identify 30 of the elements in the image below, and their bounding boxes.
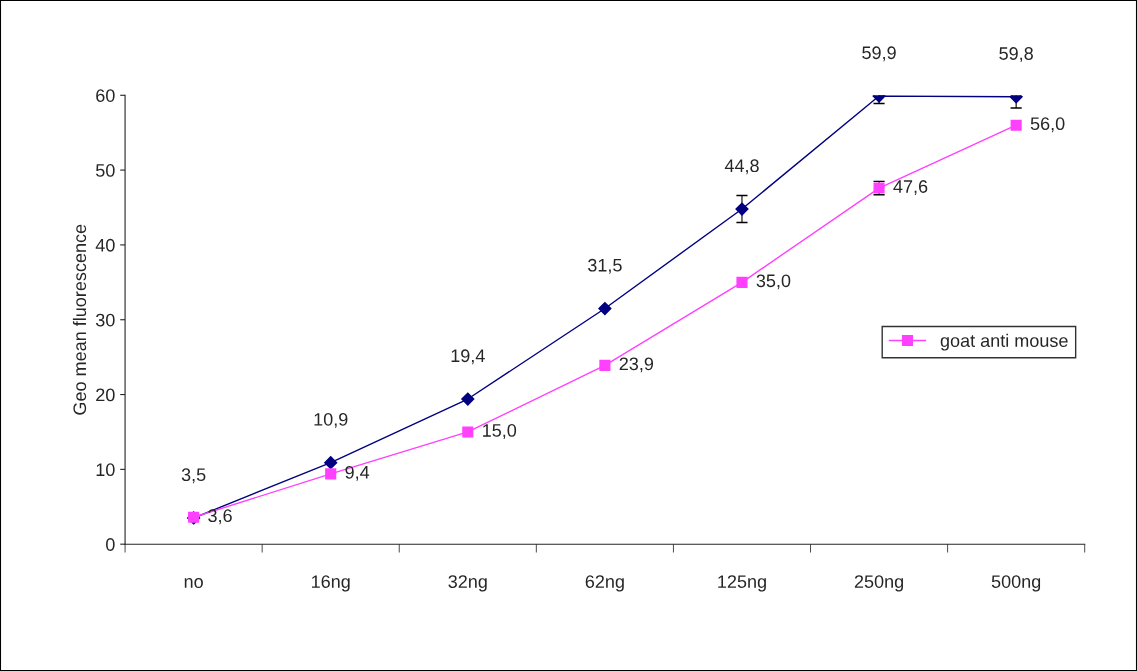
data-label: 56,0 — [1030, 117, 1065, 133]
data-label: 19,4 — [451, 349, 485, 365]
legend-label: goat anti mouse — [940, 333, 1068, 351]
data-label: 23,9 — [619, 357, 654, 373]
x-tick-label: no — [184, 578, 203, 588]
x-tick-label: 125ng — [718, 575, 766, 592]
data-label: 59,8 — [999, 47, 1033, 63]
data-label: 44,8 — [724, 159, 759, 175]
y-tick-label: 50 — [95, 164, 115, 177]
data-label: 35,0 — [756, 274, 791, 290]
y-tick-label: 30 — [95, 313, 115, 327]
x-tick-label: 32ng — [448, 575, 487, 592]
y-tick-label: 20 — [96, 388, 115, 402]
y-axis-title: Geo mean fluorescence — [72, 224, 87, 415]
data-label: 10,9 — [314, 412, 348, 428]
data-label: 3,5 — [181, 468, 206, 484]
data-label: 15,0 — [483, 424, 517, 439]
y-tick-label: 60 — [96, 89, 115, 102]
y-tick-label: 0 — [106, 538, 115, 551]
y-tick-label: 40 — [95, 238, 115, 252]
x-tick-label: 16ng — [312, 575, 350, 592]
data-label: 59,9 — [862, 46, 896, 62]
data-label: 31,5 — [588, 258, 622, 274]
x-tick-label: 250ng — [854, 575, 904, 592]
x-tick-label: 62ng — [585, 575, 624, 592]
data-label: 47,6 — [893, 180, 928, 196]
data-label: 3,6 — [208, 509, 232, 525]
y-tick-label: 10 — [96, 463, 115, 477]
x-tick-label: 500ng — [991, 575, 1041, 592]
data-label: 9,4 — [345, 465, 370, 481]
